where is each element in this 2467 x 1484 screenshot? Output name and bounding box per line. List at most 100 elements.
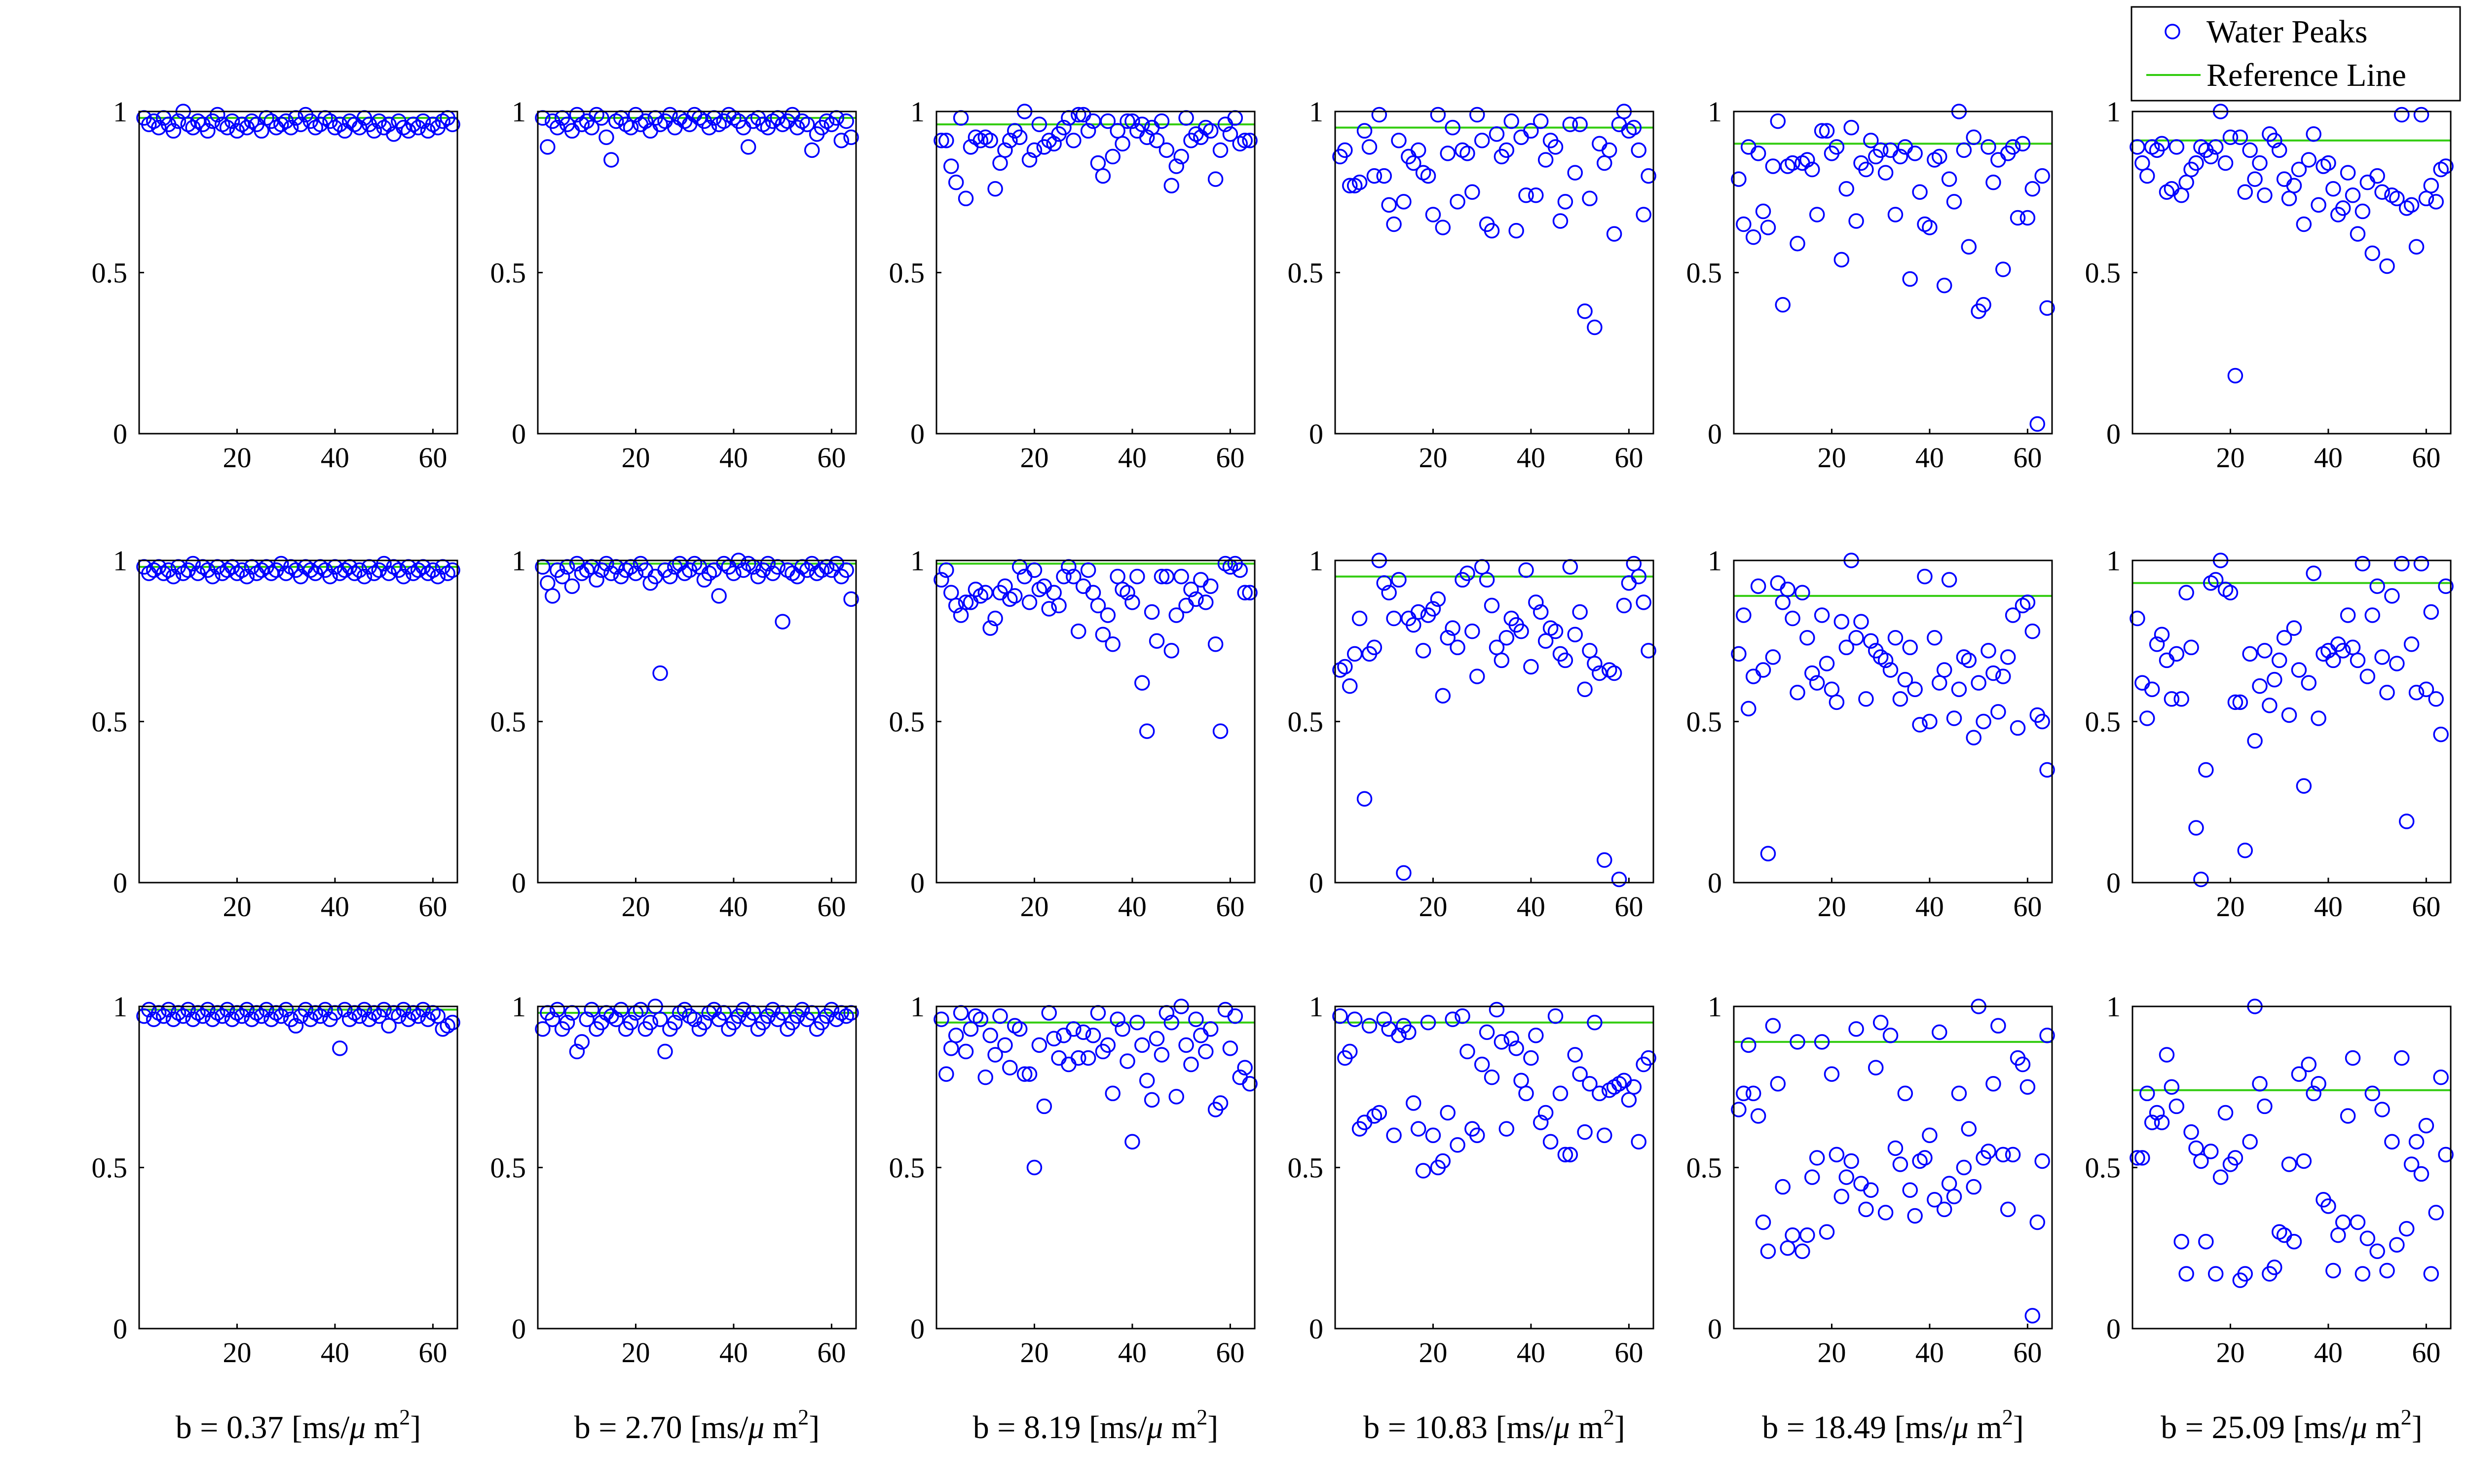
x-tick-label: 60 (418, 442, 447, 474)
water-peak-point (1410, 142, 1426, 158)
water-peak-point (2433, 726, 2449, 742)
column-label-b: b = 0.37 [ms/μ m2] (176, 1405, 421, 1446)
water-peak-point (2291, 161, 2307, 178)
water-peak-point (1415, 1163, 1431, 1179)
water-peak-point (2212, 1169, 2229, 1185)
water-peak-point (298, 1002, 314, 1018)
x-tick-label: 40 (719, 1336, 748, 1369)
water-peak-point (2413, 556, 2430, 572)
subplot-r1-c6: 20 40 60 0 0.5 1 (2085, 96, 2454, 474)
water-peak-point (1626, 119, 1642, 136)
water-peak-point (1134, 675, 1150, 691)
water-peak-point (1745, 668, 1761, 684)
water-peak-point (2019, 210, 2036, 226)
axes-box (1334, 559, 1654, 884)
water-peak-point (1474, 1056, 1490, 1073)
water-peak-point (1833, 252, 1850, 268)
water-peak-point (1897, 671, 1913, 688)
column-label-m: m (2367, 1410, 2401, 1446)
water-peak-point (987, 610, 1003, 627)
water-peak-point (1736, 1085, 1752, 1102)
water-peak-point (1080, 1050, 1096, 1066)
subplot-r2-c2: 20 40 60 0 0.5 1 (490, 545, 859, 923)
legend-label-reference-line: Reference Line (2206, 57, 2406, 93)
water-peak-point (1936, 662, 1952, 678)
y-tick-label: 1 (1708, 96, 1722, 128)
water-peak-point (1755, 1214, 1771, 1230)
water-peak-point (958, 1043, 974, 1060)
water-peak-point (1227, 1008, 1243, 1024)
y-tick-label: 0 (512, 418, 526, 450)
water-peak-point (2403, 197, 2420, 213)
x-tick-label: 20 (1419, 1336, 1447, 1369)
water-peak-point (1528, 187, 1544, 203)
water-peak-point (1080, 562, 1096, 578)
water-peak-point (1188, 591, 1204, 607)
water-peak-point (934, 1011, 949, 1027)
x-tick-label: 60 (1614, 1336, 1643, 1369)
water-peak-point (1440, 630, 1456, 646)
water-peak-point (1026, 1159, 1043, 1176)
water-peak-point (2139, 1085, 2155, 1102)
y-tick-label: 0 (2106, 1313, 2121, 1345)
water-peak-point (2139, 710, 2155, 726)
water-peak-point (2134, 675, 2150, 691)
water-peak-point (150, 119, 167, 136)
y-tick-label: 1 (113, 96, 127, 128)
water-peak-point (1183, 582, 1199, 597)
y-tick-label: 0 (1708, 418, 1722, 450)
water-peak-point (2144, 1114, 2160, 1130)
y-tick-label: 0 (910, 867, 925, 899)
water-peak-point (958, 190, 974, 207)
water-peak-point (1932, 148, 1947, 165)
water-peak-point (608, 113, 624, 129)
water-peak-point (1562, 1147, 1578, 1163)
water-peak-point (219, 1002, 235, 1018)
water-peak-point (2394, 556, 2410, 572)
column-label-b: b = 2.70 [ms/μ m2] (574, 1405, 820, 1446)
water-peak-point (2359, 1230, 2376, 1246)
water-peak-point (1450, 639, 1465, 656)
water-peak-point (1829, 1147, 1845, 1163)
water-peak-point (1016, 1066, 1033, 1082)
water-peak-point (1351, 610, 1368, 627)
water-peak-point (1863, 633, 1879, 649)
water-peak-point (1790, 684, 1805, 701)
water-peak-point (1631, 142, 1646, 158)
column-label-b: b = 25.09 [ms/μ m2] (2161, 1405, 2423, 1446)
water-peak-point (598, 129, 614, 145)
water-peak-point (1513, 623, 1529, 639)
water-peak-point (589, 572, 604, 588)
axes-box (537, 111, 857, 435)
water-peak-point (376, 1002, 392, 1018)
water-peak-point (1819, 1224, 1835, 1240)
water-peak-point (1469, 668, 1485, 684)
water-peak-point (2144, 139, 2160, 155)
water-peak-point (1971, 675, 1986, 691)
subplot-r3-c3: 20 40 60 0 0.5 1 (889, 991, 1258, 1369)
water-peak-point (2005, 607, 2021, 623)
water-peak-point (1376, 168, 1392, 184)
water-peak-point (1951, 1085, 1967, 1102)
water-peak-point (934, 572, 949, 588)
y-tick-label: 0 (113, 1313, 127, 1345)
water-peak-point (2271, 1224, 2287, 1240)
water-peak-point (1912, 1153, 1928, 1169)
water-peak-point (2168, 139, 2185, 155)
water-peak-point (2188, 155, 2204, 171)
water-peak-point (1601, 662, 1617, 678)
water-peak-point (2252, 1076, 2268, 1092)
axes-box (138, 559, 458, 884)
water-peak-point (1193, 572, 1209, 588)
water-peak-point (2306, 126, 2321, 142)
water-peak-point (1877, 1205, 1894, 1221)
water-peak-point (1396, 194, 1412, 210)
water-peak-point (2350, 652, 2366, 668)
water-peak-point (696, 1014, 712, 1031)
water-peak-point (1887, 630, 1904, 646)
water-peak-point (1484, 223, 1500, 239)
water-peak-point (1105, 1085, 1121, 1102)
water-peak-point (1415, 165, 1431, 181)
water-peak-point (2024, 623, 2041, 639)
water-peak-point (992, 1008, 1008, 1024)
